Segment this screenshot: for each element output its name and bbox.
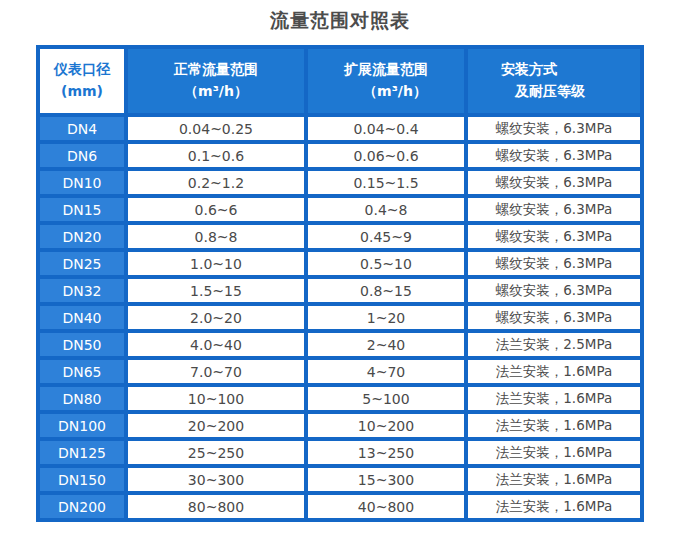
cell-extended-range: 4~70	[308, 360, 464, 383]
cell-dn: DN50	[40, 333, 124, 356]
cell-extended-range: 1~20	[308, 306, 464, 329]
header-line: 及耐压等级	[501, 81, 585, 103]
cell-install: 螺纹安装，6.3MPa	[468, 117, 640, 140]
header-line: 安装方式	[501, 59, 557, 81]
cell-normal-range: 10~100	[128, 387, 304, 410]
header-extended-flow-range: 扩展流量范围 （m³/h）	[308, 49, 464, 113]
cell-dn: DN80	[40, 387, 124, 410]
cell-dn: DN200	[40, 495, 124, 518]
cell-extended-range: 0.06~0.6	[308, 144, 464, 167]
cell-install: 螺纹安装，6.3MPa	[468, 279, 640, 302]
header-line: 扩展流量范围	[344, 59, 428, 81]
cell-normal-range: 20~200	[128, 414, 304, 437]
cell-dn: DN65	[40, 360, 124, 383]
cell-normal-range: 2.0~20	[128, 306, 304, 329]
cell-install: 法兰安装，2.5MPa	[468, 333, 640, 356]
header-line: (mm)	[61, 81, 103, 103]
cell-normal-range: 25~250	[128, 441, 304, 464]
cell-normal-range: 30~300	[128, 468, 304, 491]
cell-normal-range: 0.1~0.6	[128, 144, 304, 167]
cell-normal-range: 80~800	[128, 495, 304, 518]
cell-install: 螺纹安装，6.3MPa	[468, 306, 640, 329]
header-normal-flow-range: 正常流量范围 （m³/h）	[128, 49, 304, 113]
header-line: 仪表口径	[54, 59, 110, 81]
cell-extended-range: 40~800	[308, 495, 464, 518]
cell-extended-range: 2~40	[308, 333, 464, 356]
cell-extended-range: 0.15~1.5	[308, 171, 464, 194]
cell-extended-range: 10~200	[308, 414, 464, 437]
cell-install: 法兰安装，1.6MPa	[468, 441, 640, 464]
header-line: （m³/h）	[345, 81, 427, 103]
cell-dn: DN150	[40, 468, 124, 491]
cell-extended-range: 15~300	[308, 468, 464, 491]
cell-dn: DN20	[40, 225, 124, 248]
cell-install: 法兰安装，1.6MPa	[468, 387, 640, 410]
cell-install: 法兰安装，1.6MPa	[468, 495, 640, 518]
cell-extended-range: 0.4~8	[308, 198, 464, 221]
cell-install: 螺纹安装，6.3MPa	[468, 252, 640, 275]
cell-normal-range: 0.8~8	[128, 225, 304, 248]
cell-normal-range: 0.2~1.2	[128, 171, 304, 194]
header-line: （m³/h）	[184, 81, 248, 103]
cell-extended-range: 0.04~0.4	[308, 117, 464, 140]
cell-normal-range: 7.0~70	[128, 360, 304, 383]
cell-extended-range: 5~100	[308, 387, 464, 410]
cell-dn: DN25	[40, 252, 124, 275]
cell-normal-range: 0.6~6	[128, 198, 304, 221]
cell-dn: DN100	[40, 414, 124, 437]
cell-normal-range: 1.5~15	[128, 279, 304, 302]
header-meter-diameter: 仪表口径 (mm)	[40, 49, 124, 113]
cell-install: 法兰安装，1.6MPa	[468, 414, 640, 437]
cell-normal-range: 1.0~10	[128, 252, 304, 275]
cell-normal-range: 4.0~40	[128, 333, 304, 356]
cell-dn: DN15	[40, 198, 124, 221]
header-install-pressure: 安装方式 及耐压等级	[468, 49, 640, 113]
cell-extended-range: 0.8~15	[308, 279, 464, 302]
cell-dn: DN10	[40, 171, 124, 194]
flow-range-table: 仪表口径 (mm) 正常流量范围 （m³/h） 扩展流量范围 （m³/h） 安装…	[36, 45, 644, 522]
cell-dn: DN6	[40, 144, 124, 167]
cell-install: 螺纹安装，6.3MPa	[468, 171, 640, 194]
cell-install: 螺纹安装，6.3MPa	[468, 144, 640, 167]
cell-install: 螺纹安装，6.3MPa	[468, 225, 640, 248]
cell-extended-range: 0.45~9	[308, 225, 464, 248]
cell-dn: DN4	[40, 117, 124, 140]
cell-dn: DN32	[40, 279, 124, 302]
cell-extended-range: 0.5~10	[308, 252, 464, 275]
cell-dn: DN40	[40, 306, 124, 329]
cell-extended-range: 13~250	[308, 441, 464, 464]
page-title: 流量范围对照表	[0, 0, 680, 34]
cell-dn: DN125	[40, 441, 124, 464]
cell-install: 法兰安装，1.6MPa	[468, 360, 640, 383]
header-line: 正常流量范围	[174, 59, 258, 81]
cell-install: 法兰安装，1.6MPa	[468, 468, 640, 491]
cell-normal-range: 0.04~0.25	[128, 117, 304, 140]
cell-install: 螺纹安装，6.3MPa	[468, 198, 640, 221]
